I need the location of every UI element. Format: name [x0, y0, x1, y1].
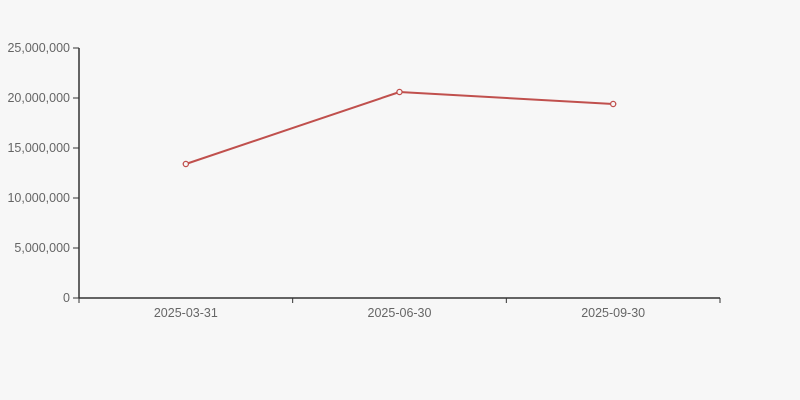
- y-axis-tick-label: 20,000,000: [7, 91, 70, 105]
- y-axis-tick-label: 10,000,000: [7, 191, 70, 205]
- y-axis-tick-label: 5,000,000: [14, 241, 70, 255]
- x-axis-tick-label: 2025-06-30: [368, 306, 432, 320]
- y-axis-tick-label: 0: [63, 291, 70, 305]
- y-axis-tick-label: 25,000,000: [7, 41, 70, 55]
- data-point-marker[interactable]: [609, 100, 617, 108]
- data-point-marker[interactable]: [396, 88, 403, 96]
- data-point-marker[interactable]: [182, 160, 190, 168]
- x-axis-tick-label: 2025-03-31: [154, 306, 218, 320]
- x-axis-tick-label: 2025-09-30: [581, 306, 645, 320]
- y-axis-tick-label: 15,000,000: [7, 141, 70, 155]
